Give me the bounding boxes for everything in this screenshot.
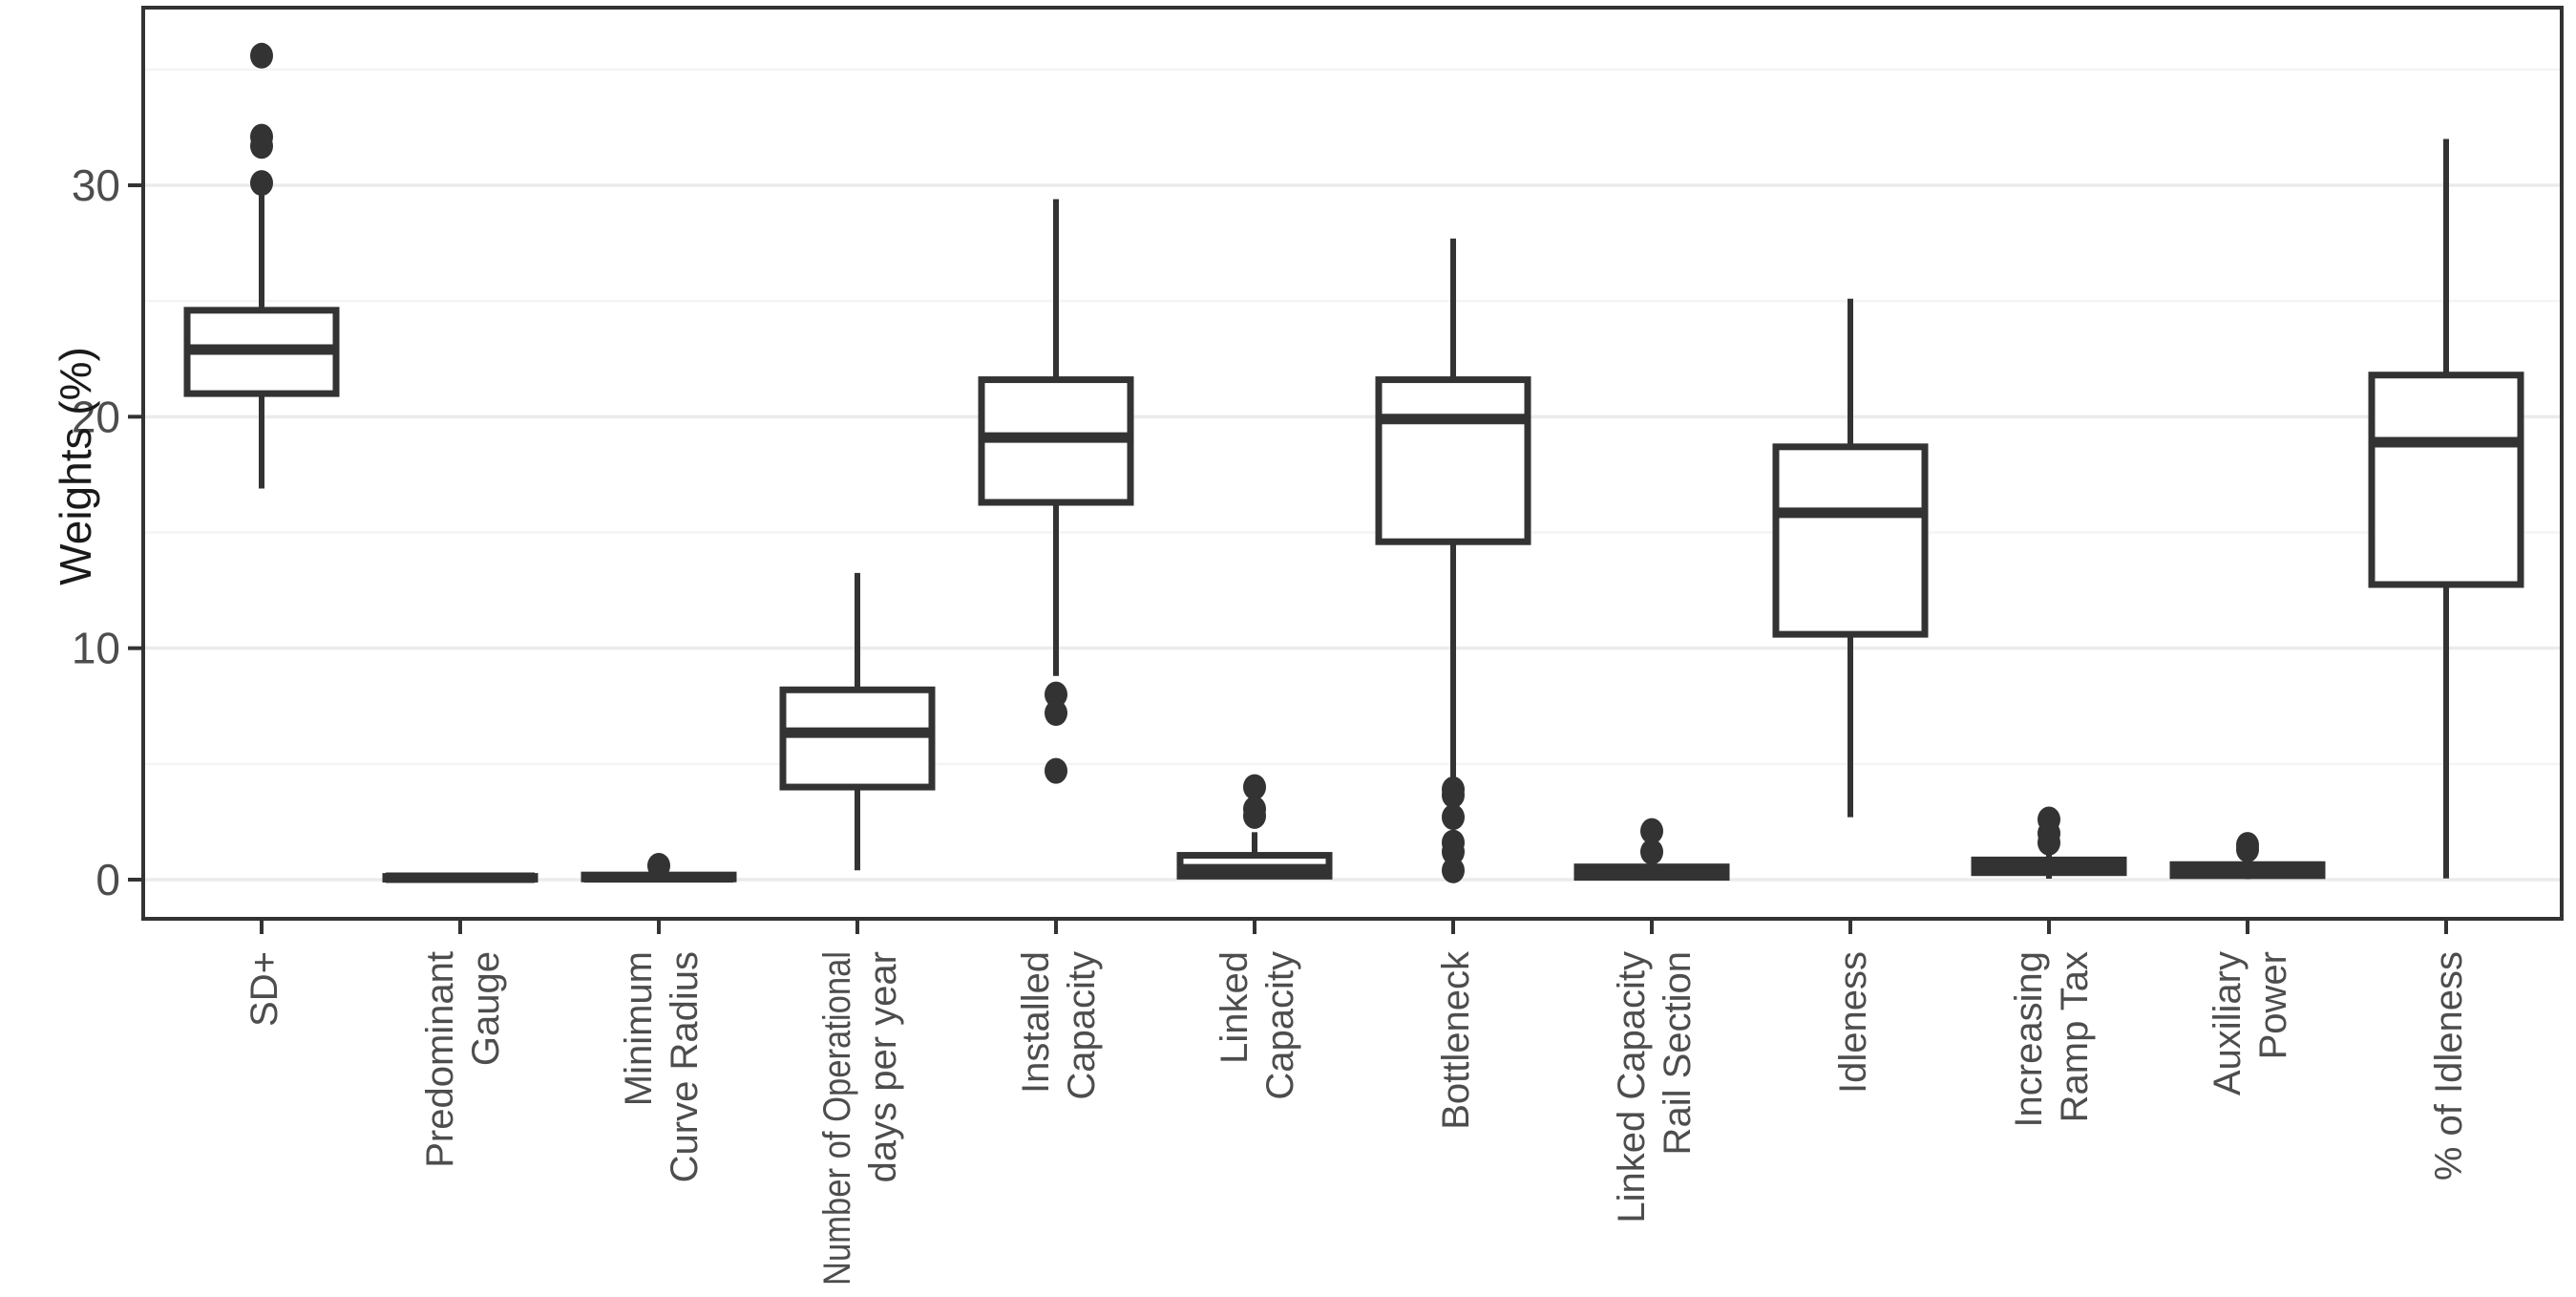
outlier-point: [2038, 829, 2060, 856]
y-tick-label-10: 10: [72, 624, 120, 673]
y-tick-label-20: 20: [72, 392, 120, 441]
x-label-line: Curve Radius: [664, 951, 706, 1182]
x-label-line: Number of Operational: [816, 951, 858, 1286]
plot-panel: [143, 8, 2562, 919]
outlier-point: [1640, 818, 1663, 844]
x-label-line: Minimum: [618, 951, 660, 1106]
x-tick-label-sd: SD+: [243, 951, 285, 1027]
panel-border: [141, 6, 2564, 921]
x-tick-label-minimum-curve-radius: Minimum Curve Radius: [618, 951, 706, 1182]
minor-gridlines: [143, 68, 2562, 766]
x-tick-label-predominant-gauge: Predominant Gauge: [419, 951, 507, 1168]
x-label-line: Linked: [1214, 951, 1256, 1064]
outlier-point: [250, 133, 273, 159]
x-tick-label-linked-capacity: Linked Capacity: [1214, 951, 1301, 1100]
iqr-box: [779, 686, 936, 791]
y-tick-label-0: 0: [95, 855, 120, 904]
boxplot-of-idleness: [2368, 138, 2524, 879]
x-label-line: Auxiliary: [2206, 951, 2249, 1095]
iqr-box: [1375, 376, 1531, 545]
boxplot-auxiliary-power: [2169, 832, 2326, 880]
x-label-line: Increasing: [2008, 951, 2050, 1128]
boxplot-bottleneck: [1375, 238, 1531, 883]
iqr-box: [1772, 443, 1929, 638]
x-tick-label-linked-capacity-rail-section: Linked Capacity Rail Section: [1611, 951, 1699, 1223]
outlier-point: [2236, 836, 2259, 862]
outlier-point: [1243, 802, 1266, 829]
x-tick-label-of-idleness: % of Idleness: [2428, 951, 2470, 1180]
x-label-line: Capacity: [1259, 951, 1301, 1100]
x-label-line: Idleness: [1832, 951, 1874, 1094]
x-label-line: Predominant: [419, 951, 461, 1168]
x-tick-label-idleness: Idleness: [1832, 951, 1874, 1094]
x-label-line: Capacity: [1061, 951, 1103, 1100]
boxplot-installed-capacity: [978, 199, 1134, 784]
x-tick-label-number-of-operational-days-per-year: Number of Operational days per year: [816, 951, 904, 1286]
outlier-point: [250, 42, 273, 69]
outlier-point: [1442, 857, 1465, 883]
outlier-point: [1243, 774, 1266, 800]
outlier-point: [1640, 839, 1663, 865]
y-tick-label-30: 30: [72, 160, 120, 210]
x-tick-label-installed-capacity: Installed Capacity: [1015, 951, 1103, 1100]
boxplot-sd: [183, 42, 340, 489]
x-label-line: % of Idleness: [2428, 951, 2470, 1180]
boxplot-predominant-gauge: [382, 872, 538, 883]
boxplot-linked-capacity: [1176, 774, 1333, 880]
x-label-line: Rail Section: [1657, 951, 1699, 1155]
outlier-point: [647, 852, 670, 879]
outlier-point: [1045, 700, 1067, 727]
outlier-point: [250, 170, 273, 197]
outlier-point: [1045, 681, 1067, 708]
outlier-point: [1442, 782, 1465, 809]
boxplot-linked-capacity-rail-section: [1573, 818, 1730, 882]
boxplot-increasing-ramp-tax: [1971, 806, 2127, 880]
x-label-line: Bottleneck: [1435, 950, 1477, 1130]
boxplot-idleness: [1772, 298, 1929, 818]
x-label-line: Gauge: [465, 951, 507, 1066]
x-label-line: days per year: [862, 951, 904, 1182]
x-label-line: Linked Capacity: [1611, 951, 1653, 1223]
outlier-point: [1045, 757, 1067, 784]
x-tick-label-bottleneck: Bottleneck: [1435, 950, 1477, 1130]
x-tick-label-auxiliary-power: Auxiliary Power: [2206, 951, 2294, 1095]
y-axis-title: Weights (%): [51, 347, 100, 585]
x-axis: SD+ Predominant Gauge Minimum Curve Radius Nu…: [243, 919, 2470, 1286]
outlier-point: [1442, 839, 1465, 865]
x-tick-label-increasing-ramp-tax: Increasing Ramp Tax: [2008, 951, 2096, 1128]
x-label-line: SD+: [243, 951, 285, 1027]
y-axis: 0 10 20 30: [72, 160, 143, 904]
boxplot-minimum-curve-radius: [581, 852, 737, 883]
outlier-point: [1442, 804, 1465, 831]
major-gridlines: [143, 183, 2562, 882]
x-label-line: Installed: [1015, 951, 1057, 1094]
x-label-line: Power: [2252, 951, 2294, 1059]
iqr-box: [2368, 372, 2524, 588]
boxplot-number-of-operational-days-per-year: [779, 572, 936, 871]
x-label-line: Ramp Tax: [2054, 951, 2096, 1122]
